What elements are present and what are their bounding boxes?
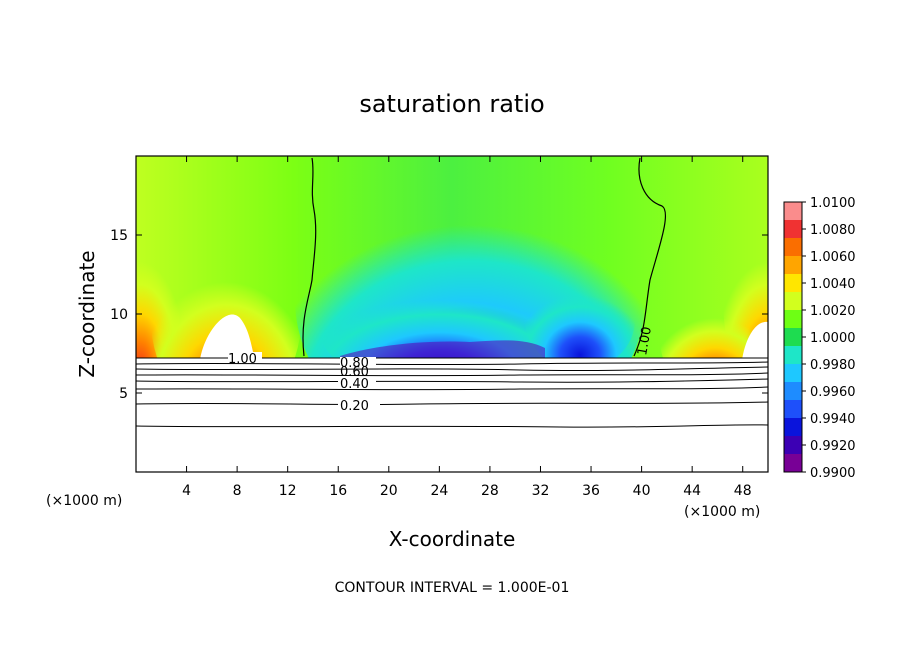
colorbar-label: 0.9940 [810, 412, 856, 427]
colorbar-swatch [784, 400, 802, 419]
colorbar-label: 1.0060 [810, 250, 856, 265]
colorbar: 1.0100 1.0080 1.0060 1.0040 1.0020 1.0000 0.99… [783, 196, 856, 481]
x-tick-label: 4 [182, 483, 191, 499]
x-tick-label: 20 [380, 483, 398, 499]
cold-region-right [525, 270, 635, 370]
contour-line-g [136, 424, 768, 428]
x-tick-label: 32 [532, 483, 550, 499]
colorbar-swatch [784, 346, 802, 365]
colorbar-swatch [784, 454, 802, 473]
x-tick-label: 16 [329, 483, 347, 499]
y-tick-label: 5 [119, 386, 128, 402]
white-notch-right [742, 321, 768, 360]
contour-line-e [136, 386, 768, 391]
colorbar-swatch [784, 274, 802, 293]
colorbar-label: 1.0040 [810, 277, 856, 292]
x-tick-label: 28 [481, 483, 499, 499]
contour-label: 0.80 [340, 356, 369, 371]
contour-line-a [136, 361, 768, 366]
colorbar-swatch [784, 310, 802, 329]
contour-1.00-left [302, 157, 317, 357]
colorbar-label: 0.9980 [810, 358, 856, 373]
white-notch-left [200, 314, 255, 360]
x-units-right: (×1000 m) [684, 504, 760, 520]
contour-label: 1.00 [635, 326, 655, 357]
contour-line-d [136, 378, 768, 383]
colorbar-swatch [784, 202, 802, 221]
contour-line-f [136, 401, 768, 406]
y-axis: 5 10 15 [110, 228, 768, 402]
colorbar-swatch [784, 256, 802, 275]
contour-label: 0.40 [340, 377, 369, 392]
y-tick-label: 15 [110, 228, 128, 244]
colorbar-label: 0.9920 [810, 439, 856, 454]
x-axis-label: X-coordinate [389, 527, 516, 551]
colorbar-swatch [784, 436, 802, 455]
contour-label: 0.60 [340, 365, 369, 380]
colorbar-label: 0.9900 [810, 466, 856, 481]
contour-1.00-right [633, 157, 666, 357]
x-tick-label: 40 [633, 483, 651, 499]
saturation-field: 1.00 0.80 0.60 0.40 0.20 1.00 [136, 156, 768, 472]
x-units-left: (×1000 m) [46, 493, 122, 509]
x-tick-label: 36 [582, 483, 600, 499]
x-tick-label: 24 [430, 483, 448, 499]
contour-label: 0.20 [340, 399, 369, 414]
x-axis: 4 8 12 16 20 24 28 32 36 40 44 48 [182, 156, 752, 499]
field-lower-white [136, 358, 768, 472]
purple-floor-band [340, 340, 545, 360]
contour-line-b [136, 366, 768, 372]
colorbar-label: 1.0080 [810, 223, 856, 238]
colorbar-label: 1.0020 [810, 304, 856, 319]
colorbar-label: 1.0100 [810, 196, 856, 211]
contour-interval-note: CONTOUR INTERVAL = 1.000E-01 [335, 580, 570, 596]
colorbar-label: 1.0000 [810, 331, 856, 346]
colorbar-swatch [784, 364, 802, 383]
contour-line-c [136, 372, 768, 377]
colorbar-swatch [784, 220, 802, 239]
chart-title: saturation ratio [359, 90, 544, 118]
x-tick-label: 44 [683, 483, 701, 499]
contour-label: 1.00 [228, 352, 257, 367]
colorbar-swatch [784, 382, 802, 401]
colorbar-swatch [784, 292, 802, 311]
colorbar-swatch [784, 328, 802, 347]
y-tick-label: 10 [110, 307, 128, 323]
y-axis-label: Z-coordinate [75, 250, 99, 377]
colorbar-label: 0.9960 [810, 385, 856, 400]
x-tick-label: 8 [233, 483, 242, 499]
colorbar-swatch [784, 238, 802, 257]
x-tick-label: 48 [734, 483, 752, 499]
colorbar-swatch [784, 418, 802, 437]
x-tick-label: 12 [279, 483, 297, 499]
